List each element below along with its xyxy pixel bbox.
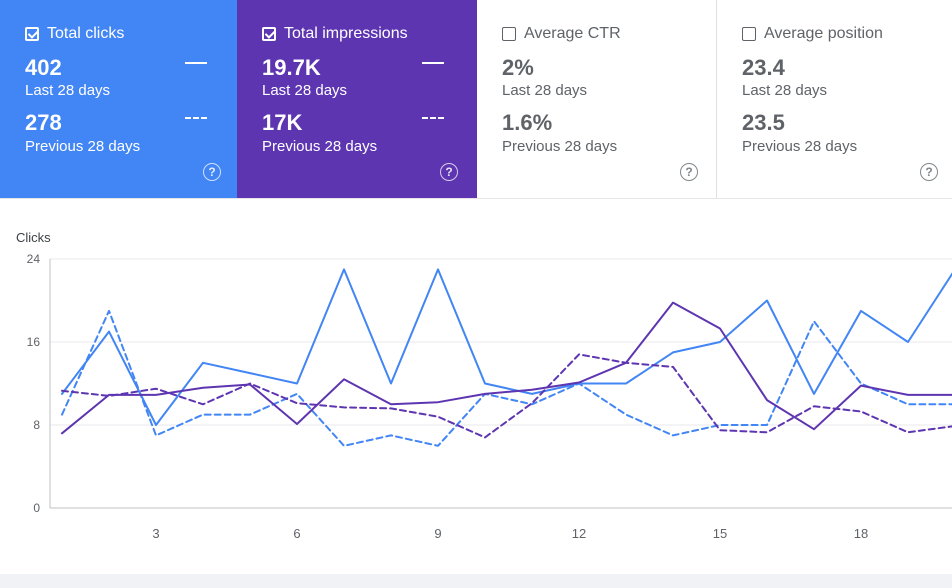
x-tick-label: 3 [152,526,159,541]
help-icon[interactable]: ? [203,163,221,181]
series-line-3 [61,301,952,435]
card-header: Total impressions [262,24,408,44]
current-period-label: Last 28 days [25,82,111,99]
solid-line-legend-icon [185,62,207,64]
card-header: Average CTR [502,24,621,44]
checkbox-checked-icon[interactable] [262,27,276,41]
help-icon[interactable]: ? [920,163,938,181]
x-tick-label: 18 [854,526,868,541]
card-header: Total clicks [25,24,124,44]
current-period-label: Last 28 days [742,82,828,99]
checkbox-checked-icon[interactable] [25,27,39,41]
dashed-line-legend-icon [185,117,207,119]
previous-value: 23.5 [742,110,785,135]
previous-period-label: Previous 28 days [502,138,618,155]
checkbox-unchecked-icon[interactable] [742,27,756,41]
current-value: 2% [502,55,534,80]
x-tick-label: 15 [713,526,727,541]
card-total-impressions[interactable]: Total impressions 19.7K Last 28 days 17K… [237,0,477,198]
help-icon[interactable]: ? [440,163,458,181]
card-average-ctr[interactable]: Average CTR 2% Last 28 days 1.6% Previou… [477,0,717,198]
card-title: Total impressions [284,25,408,42]
current-period-label: Last 28 days [502,82,588,99]
checkbox-unchecked-icon[interactable] [502,27,516,41]
card-header: Average position [742,24,883,44]
y-tick-label: 16 [27,335,41,349]
metric-cards: Total clicks 402 Last 28 days 278 Previo… [0,0,952,198]
card-title: Average CTR [524,25,621,42]
card-average-position[interactable]: Average position 23.4 Last 28 days 23.5 … [717,0,952,198]
previous-period-label: Previous 28 days [262,138,378,155]
y-tick-label: 8 [33,418,40,432]
card-title: Average position [764,25,883,42]
series-line-2 [61,309,952,447]
x-tick-label: 9 [434,526,441,541]
x-tick-label: 6 [293,526,300,541]
solid-line-legend-icon [422,62,444,64]
help-icon[interactable]: ? [680,163,698,181]
series-line-1 [61,268,952,426]
dashed-line-legend-icon [422,117,444,119]
x-tick-label: 12 [572,526,586,541]
current-period-label: Last 28 days [262,82,348,99]
card-title: Total clicks [47,25,125,42]
series-line-4 [61,353,952,439]
previous-value: 17K [262,110,303,135]
performance-chart: Clicks 0 8 16 24 3 6 9 12 15 18 [0,198,952,574]
y-axis-title: Clicks [16,230,51,245]
card-total-clicks[interactable]: Total clicks 402 Last 28 days 278 Previo… [0,0,237,198]
previous-period-label: Previous 28 days [742,138,858,155]
current-value: 402 [25,55,62,80]
previous-value: 1.6% [502,110,553,135]
current-value: 19.7K [262,55,321,80]
y-tick-label: 0 [33,501,40,515]
y-tick-label: 24 [27,252,41,266]
chart-svg: Clicks 0 8 16 24 3 6 9 12 15 18 [16,230,952,541]
previous-value: 278 [25,110,62,135]
previous-period-label: Previous 28 days [25,138,141,155]
current-value: 23.4 [742,55,785,80]
